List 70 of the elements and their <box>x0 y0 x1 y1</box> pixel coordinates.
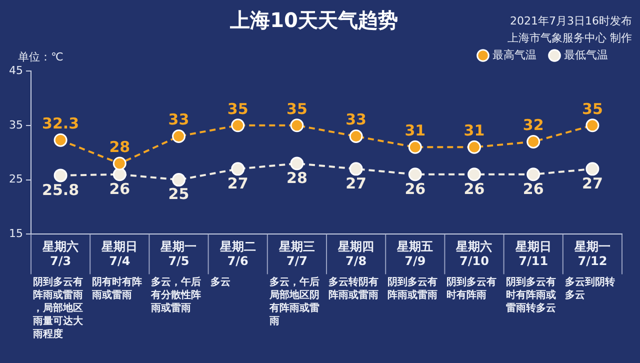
point <box>54 133 68 147</box>
point <box>526 168 540 182</box>
data-label: 33 <box>168 110 190 129</box>
data-label: 25 <box>168 185 190 204</box>
x-tick-label: 星期六 7/10 <box>455 240 492 268</box>
data-label: 28 <box>286 168 308 187</box>
data-label: 32.3 <box>42 114 80 132</box>
data-label: 27 <box>582 174 603 192</box>
point <box>172 130 186 144</box>
y-tick-label: 15 <box>8 227 23 240</box>
text: 阴有时有阵雨或雷雨 <box>91 276 142 301</box>
point <box>526 134 540 148</box>
point <box>231 162 245 176</box>
point <box>112 168 126 182</box>
text: 阴到多云有时有阵雨 <box>446 276 497 301</box>
data-label: 35 <box>286 100 308 118</box>
point <box>54 168 68 182</box>
x-tick-label: 星期日 7/11 <box>514 240 552 268</box>
text: 阴到多云有时有阵雨或雷雨转多云 <box>506 276 556 314</box>
x-tick-label: 星期日 7/4 <box>100 240 138 268</box>
data-label: 35 <box>582 100 603 118</box>
data-label: 26 <box>522 180 544 198</box>
point <box>586 162 600 176</box>
text: 多云 <box>210 276 230 288</box>
data-label: 31 <box>464 122 485 140</box>
data-label: 31 <box>404 122 426 140</box>
point <box>231 118 245 132</box>
data-label: 27 <box>346 174 366 192</box>
point <box>586 118 600 132</box>
text: 多云，午后局部地区阴有阵雨或雷雨 <box>268 276 320 327</box>
point <box>349 130 363 144</box>
data-label: 26 <box>404 180 426 198</box>
data-label: 28 <box>109 138 130 156</box>
data-label: 26 <box>464 180 485 198</box>
x-tick-label: 星期五 7/9 <box>396 240 434 268</box>
point <box>349 162 363 176</box>
x-tick-label: 星期一 7/5 <box>160 240 197 268</box>
text: 多云到阴转多云 <box>564 276 615 301</box>
x-tick-label: 星期四 7/8 <box>337 240 374 268</box>
chart-title: 上海10天天气趋势 <box>229 8 398 32</box>
legend-label: 最低气温 <box>564 48 608 62</box>
text: 阴到多云有阵雨或雷雨 <box>388 276 438 301</box>
data-label: 32 <box>522 116 544 134</box>
text: 上海市气象服务中心 制作 <box>508 31 632 44</box>
y-tick-label: 45 <box>8 64 23 77</box>
y-tick-label: 35 <box>8 118 23 132</box>
point <box>408 168 422 182</box>
data-label: 26 <box>109 180 130 198</box>
data-label: 33 <box>346 110 366 129</box>
point <box>408 140 422 154</box>
point <box>172 173 186 187</box>
text: 多云转阴有阵雨或雷雨 <box>328 276 378 301</box>
x-tick-label: 星期二 7/6 <box>218 240 256 268</box>
y-tick-label: 25 <box>8 172 23 186</box>
x-tick-label: 星期一 7/12 <box>573 240 610 268</box>
legend-label: 最高气温 <box>492 48 536 62</box>
data-label: 25.8 <box>42 180 80 199</box>
text: 阴到多云有阵雨或雷雨，局部地区雨量可达大雨程度 <box>32 276 84 340</box>
point <box>290 118 304 132</box>
y-axis-title: 单位：℃ <box>18 50 64 64</box>
data-label: 27 <box>227 174 248 192</box>
x-tick-label: 星期三 7/7 <box>278 240 315 268</box>
point <box>468 168 481 182</box>
x-tick-label: 星期六 7/3 <box>42 240 79 268</box>
point <box>290 156 304 170</box>
data-label: 35 <box>227 100 248 118</box>
text: 2021年7月3日16时发布 <box>510 14 632 28</box>
text: 多云，午后有分散性阵雨或雷雨 <box>150 276 202 314</box>
point <box>112 156 126 170</box>
point <box>468 140 481 154</box>
